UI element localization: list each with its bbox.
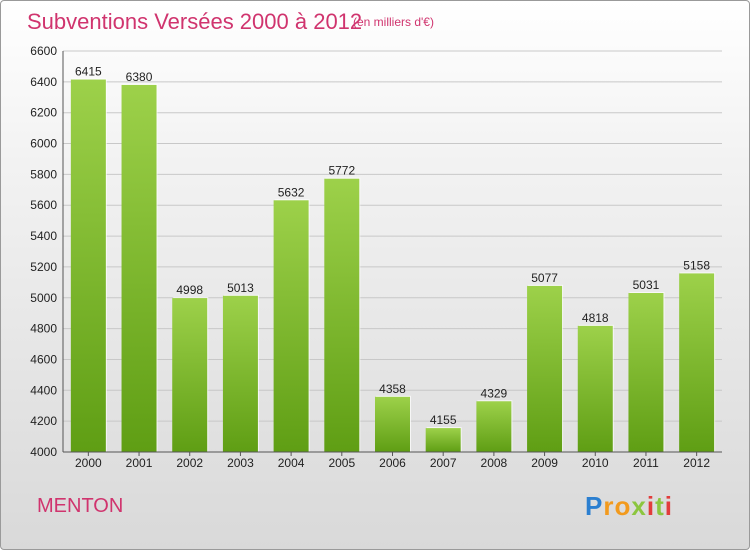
bar-2008[interactable] [476, 401, 512, 452]
proxiti-logo[interactable]: Proxiti [585, 491, 673, 521]
value-label: 5772 [328, 164, 355, 178]
value-label: 5158 [683, 258, 710, 272]
bar-2011[interactable] [628, 292, 664, 452]
bar-layer: 6415 6380 4998 5013 5632 5772 4358 4155 4329 5077… [70, 65, 716, 453]
y-tick-label: 6600 [30, 44, 57, 58]
bar-2006[interactable] [375, 396, 410, 452]
y-tick-label: 4200 [30, 414, 57, 428]
value-label: 5077 [531, 271, 558, 285]
value-label: 4358 [379, 382, 406, 396]
bar-2001[interactable] [121, 84, 157, 452]
bar-2005[interactable] [324, 178, 360, 453]
bar-2010[interactable] [577, 325, 613, 452]
x-tick-label: 2000 [75, 456, 102, 470]
bar-2012[interactable] [679, 273, 715, 452]
bar-2007[interactable] [425, 428, 461, 452]
x-tick-label: 2011 [633, 456, 659, 470]
x-tick-label: 2008 [481, 456, 508, 470]
y-tick-label: 4400 [30, 383, 57, 397]
value-label: 6415 [75, 65, 102, 79]
x-tick-label: 2005 [328, 456, 355, 470]
value-label: 6380 [126, 70, 153, 84]
bar-2004[interactable] [273, 200, 309, 452]
city-name: MENTON [37, 495, 124, 517]
x-tick-label: 2002 [176, 456, 203, 470]
bar-2009[interactable] [527, 285, 563, 452]
x-tick-label: 2006 [379, 456, 406, 470]
value-label: 4998 [176, 283, 203, 297]
y-tick-label: 6400 [30, 75, 57, 89]
y-tick-label: 6000 [30, 137, 57, 151]
x-tick-label: 2004 [278, 456, 305, 470]
x-tick-label: 2007 [430, 456, 457, 470]
x-tick-label: 2009 [531, 456, 558, 470]
y-tick-label: 5200 [30, 260, 57, 274]
chart-title: Subventions Versées 2000 à 2012 [27, 9, 363, 34]
axis-layer: 4000 4200 4400 4600 4800 5000 5200 5400 5600 5800… [30, 44, 722, 470]
x-tick-label: 2001 [126, 456, 153, 470]
y-tick-label: 4600 [30, 352, 57, 366]
value-label: 4155 [430, 413, 457, 427]
value-label: 5632 [278, 185, 305, 199]
y-tick-label: 5800 [30, 167, 57, 181]
x-tick-label: 2003 [227, 456, 254, 470]
x-tick-label: 2012 [683, 456, 710, 470]
value-label: 4329 [481, 386, 508, 400]
value-label: 5013 [227, 281, 254, 295]
y-tick-label: 5600 [30, 198, 57, 212]
y-tick-label: 5000 [30, 291, 57, 305]
bar-2000[interactable] [70, 79, 106, 453]
value-label: 5031 [633, 278, 660, 292]
bar-2002[interactable] [172, 298, 208, 452]
y-tick-label: 5400 [30, 229, 57, 243]
chart-subtitle: (en milliers d'€) [353, 15, 434, 29]
bar-2003[interactable] [222, 295, 258, 452]
x-tick-label: 2010 [582, 456, 609, 470]
y-tick-label: 6200 [30, 106, 57, 120]
value-label: 4818 [582, 311, 609, 325]
y-tick-label: 4000 [30, 445, 57, 459]
y-tick-label: 4800 [30, 322, 57, 336]
